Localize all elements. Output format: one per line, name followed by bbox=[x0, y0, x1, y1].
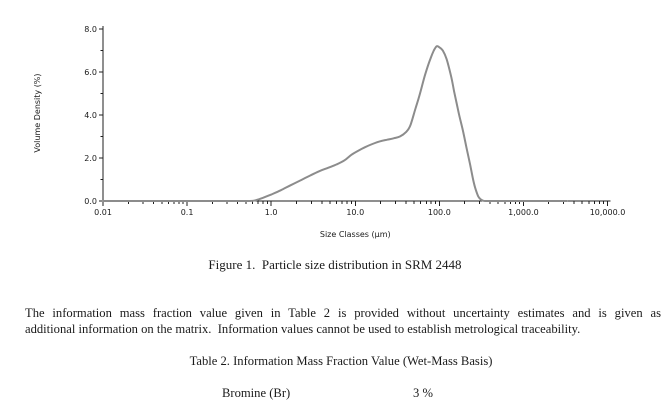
y-tick-label: 0.0 bbox=[84, 197, 97, 206]
analyte-name: Bromine (Br) bbox=[222, 386, 291, 400]
x-tick-label: 10,000.0 bbox=[590, 208, 626, 217]
y-tick-label: 8.0 bbox=[84, 25, 97, 34]
analyte-value: 3 % bbox=[413, 386, 433, 400]
figure-caption: Figure 1. Particle size distribution in … bbox=[208, 257, 462, 272]
figure-1: 0.01 0.1 1.0 10.0 100.0 1,000.0 10,000.0 0.0 2.0… bbox=[33, 25, 626, 239]
x-axis-title: Size Classes (µm) bbox=[320, 230, 391, 239]
x-tick-label: 100.0 bbox=[428, 208, 451, 217]
x-tick-label: 1,000.0 bbox=[508, 208, 539, 217]
x-tick-label: 1.0 bbox=[265, 208, 278, 217]
volume-density-curve bbox=[102, 45, 568, 202]
table-row: Bromine (Br) 3 % bbox=[0, 386, 670, 404]
y-tick-label: 4.0 bbox=[84, 111, 97, 120]
table-2-caption: Table 2. Information Mass Fraction Value… bbox=[189, 354, 493, 368]
y-axis-title: Volume Density (%) bbox=[33, 73, 42, 152]
x-tick-label: 0.01 bbox=[94, 208, 112, 217]
paragraph-line-1: The information mass fraction value give… bbox=[25, 306, 661, 320]
x-tick-label: 0.1 bbox=[181, 208, 194, 217]
x-tick-label: 10.0 bbox=[346, 208, 364, 217]
particle-size-distribution-chart: 0.01 0.1 1.0 10.0 100.0 1,000.0 10,000.0 0.0 2.0… bbox=[33, 25, 626, 239]
paragraph-line-2: additional information on the matrix. In… bbox=[25, 322, 581, 336]
y-tick-label: 6.0 bbox=[84, 68, 97, 77]
y-tick-label: 2.0 bbox=[84, 154, 97, 163]
